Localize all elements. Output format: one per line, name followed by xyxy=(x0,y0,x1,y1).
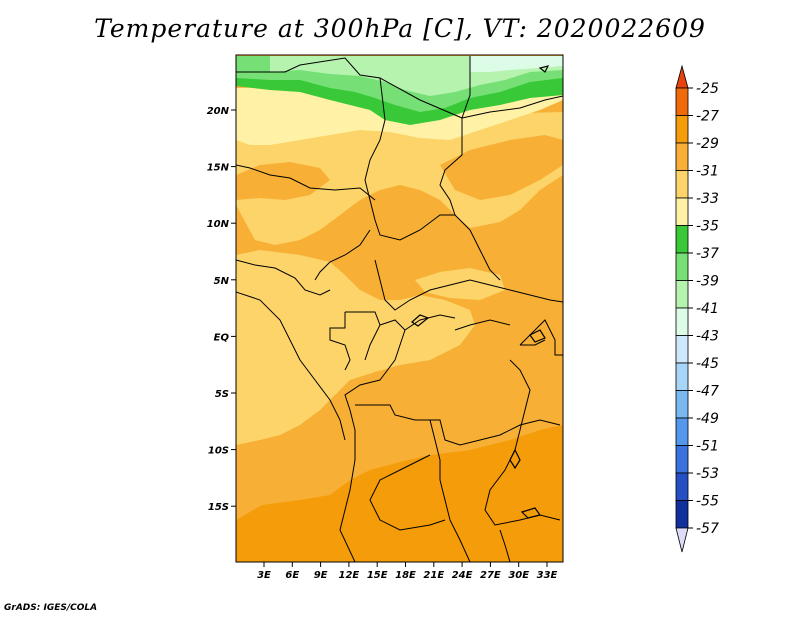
colorbar-label: -37 xyxy=(696,246,719,262)
temperature-field xyxy=(236,55,563,562)
lat-tick-label: 15S xyxy=(208,502,229,513)
lon-tick-label: 12E xyxy=(339,570,360,581)
field-band-31-central xyxy=(415,268,505,300)
colorbar-bottom-arrow xyxy=(675,527,689,553)
colorbar-bin xyxy=(675,472,689,501)
colorbar-label: -39 xyxy=(696,274,719,290)
field-band-31-west xyxy=(236,250,475,445)
lakes xyxy=(411,65,550,519)
colorbar-label: -25 xyxy=(696,81,719,97)
field-band-31-north xyxy=(236,112,563,245)
lon-tick-label: 6E xyxy=(285,570,299,581)
colorbar-bin xyxy=(675,170,689,199)
colorbar-bin xyxy=(675,225,689,254)
colorbar-bin xyxy=(675,417,689,446)
field-band-27-south xyxy=(236,425,563,562)
latitude-axis: 20N 15N 10N 5N EQ 5S 10S 15S xyxy=(207,106,236,513)
colorbar-bin xyxy=(675,335,689,364)
lat-tick-label: 5N xyxy=(214,276,230,287)
colorbar-label: -29 xyxy=(696,136,719,152)
field-band-27-east xyxy=(480,470,563,520)
lon-tick-label: 3E xyxy=(257,570,271,581)
longitude-axis: 3E 6E 9E 12E 15E 18E 21E 24E 27E 30E 33E xyxy=(257,562,558,581)
lon-tick-label: 15E xyxy=(367,570,388,581)
colorbar-label: -55 xyxy=(696,494,719,510)
lon-tick-label: 33E xyxy=(537,570,558,581)
colorbar-label: -53 xyxy=(696,466,719,482)
grads-credit: GrADS: IGES/COLA xyxy=(4,603,98,613)
colorbar-bin xyxy=(675,252,689,281)
colorbar-bin xyxy=(675,362,689,391)
field-band-29-patch-east xyxy=(440,135,563,200)
lon-tick-label: 30E xyxy=(508,570,529,581)
lat-tick-label: 20N xyxy=(207,106,230,117)
colorbar-bin xyxy=(675,87,689,116)
colorbar-label: -49 xyxy=(696,411,719,427)
lat-tick-label: 5S xyxy=(215,389,229,400)
colorbar-bin xyxy=(675,197,689,226)
colorbar-bin xyxy=(675,445,689,474)
colorbar-bin xyxy=(675,500,689,529)
colorbar: -25 -27 -29 -31 -33 -35 -37 -39 -41 -43 -45 -47 -49 -… xyxy=(675,64,719,553)
lat-tick-label: 10S xyxy=(208,446,229,457)
lat-tick-label: 10N xyxy=(207,219,230,230)
lon-tick-label: 24E xyxy=(452,570,473,581)
colorbar-label: -33 xyxy=(696,191,719,207)
lon-tick-label: 18E xyxy=(395,570,416,581)
colorbar-label: -35 xyxy=(696,219,719,235)
colorbar-bin xyxy=(675,115,689,144)
colorbar-label: -41 xyxy=(696,301,719,317)
lat-tick-label: 15N xyxy=(207,163,230,174)
lon-tick-label: 9E xyxy=(314,570,328,581)
colorbar-bin xyxy=(675,307,689,336)
colorbar-label: -27 xyxy=(696,109,719,125)
lon-tick-label: 27E xyxy=(480,570,501,581)
colorbar-label: -47 xyxy=(696,384,719,400)
map-title: Temperature at 300hPa [C], VT: 202002260… xyxy=(94,14,706,43)
colorbar-top-arrow xyxy=(675,64,689,89)
lon-tick-label: 21E xyxy=(423,570,444,581)
country-borders xyxy=(236,56,563,562)
colorbar-bin xyxy=(675,142,689,171)
map-frame xyxy=(235,54,564,563)
colorbar-label: -31 xyxy=(696,164,719,180)
colorbar-bin xyxy=(675,280,689,309)
colorbar-label: -43 xyxy=(696,329,719,345)
colorbar-bin xyxy=(675,390,689,419)
colorbar-label: -57 xyxy=(696,521,719,537)
colorbar-label: -45 xyxy=(696,356,719,372)
lat-tick-label: EQ xyxy=(214,332,230,343)
colorbar-label: -51 xyxy=(696,439,719,455)
